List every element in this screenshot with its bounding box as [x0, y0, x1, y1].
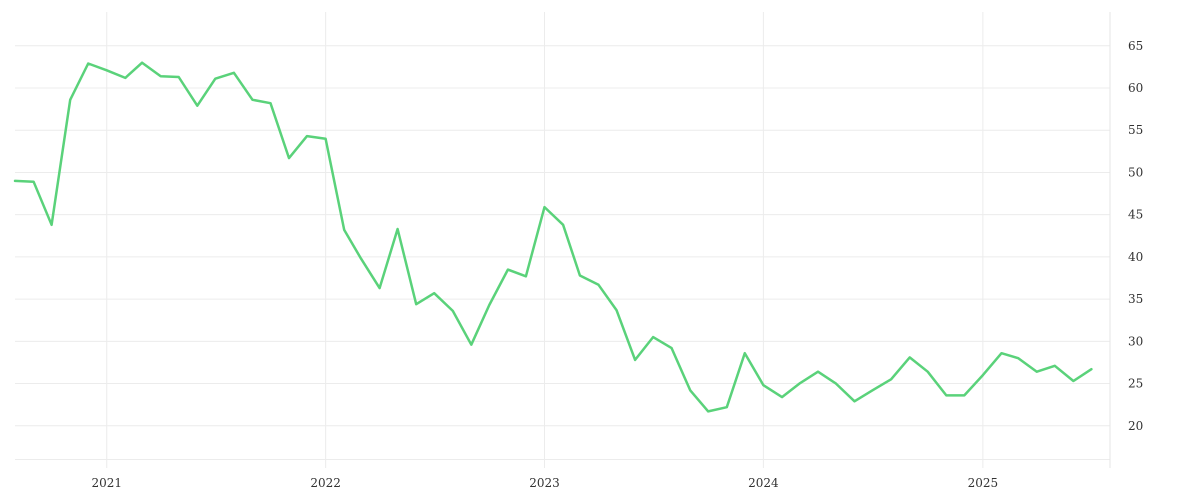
y-tick-label: 65: [1128, 39, 1143, 53]
grid-layer: [15, 12, 1110, 468]
x-tick-label: 2021: [91, 476, 122, 490]
series-layer: [13, 61, 1093, 413]
y-tick-label: 20: [1128, 419, 1143, 433]
x-tick-label: 2025: [968, 476, 999, 490]
y-tick-label: 60: [1128, 81, 1143, 95]
y-tick-label: 30: [1128, 334, 1143, 348]
x-tick-label: 2024: [748, 476, 779, 490]
x-tick-label: 2022: [310, 476, 341, 490]
y-tick-label: 45: [1128, 208, 1143, 222]
x-tick-label: 2023: [529, 476, 560, 490]
y-tick-label: 40: [1128, 250, 1143, 264]
y-tick-label: 50: [1128, 165, 1143, 179]
y-tick-label: 25: [1128, 377, 1143, 391]
y-tick-label: 55: [1128, 123, 1143, 137]
y-tick-label: 35: [1128, 292, 1143, 306]
series-line-0: [13, 61, 1093, 413]
